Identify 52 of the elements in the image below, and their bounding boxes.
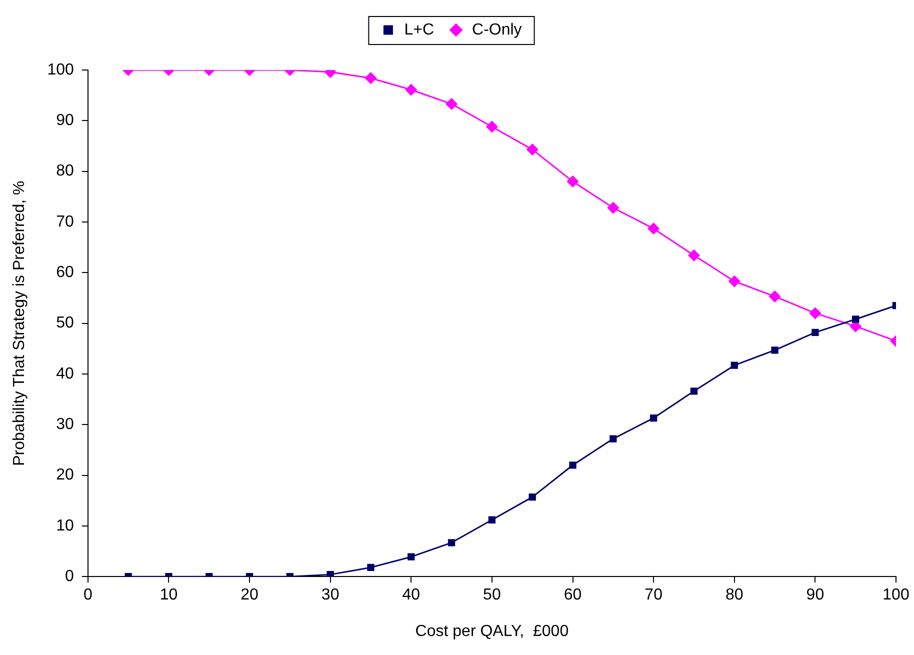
point <box>448 539 456 546</box>
point <box>364 72 376 84</box>
point <box>446 98 458 110</box>
x-tick-label: 70 <box>644 586 663 604</box>
point <box>648 222 660 234</box>
point <box>728 276 740 287</box>
point <box>690 388 698 395</box>
point <box>688 250 700 262</box>
point <box>610 435 617 442</box>
x-tick-label: 60 <box>564 586 582 604</box>
point <box>367 564 374 572</box>
point <box>769 290 781 302</box>
point <box>326 570 334 577</box>
y-tick-label: 30 <box>56 416 74 434</box>
y-axis-title: Probability That Strategy is Preferred, % <box>11 180 28 466</box>
y-tick-label: 90 <box>56 112 74 130</box>
point <box>567 176 579 188</box>
point <box>569 462 576 469</box>
point <box>852 316 860 323</box>
y-tick-label: 50 <box>56 314 74 332</box>
y-tick-label: 20 <box>56 466 74 484</box>
x-tick-label: 80 <box>725 586 744 604</box>
point <box>488 516 496 524</box>
y-tick-label: 10 <box>56 517 74 534</box>
point <box>809 307 821 319</box>
point <box>650 414 658 422</box>
y-tick-label: 70 <box>56 213 74 230</box>
x-tick-label: 10 <box>160 586 178 604</box>
legend-label: L+C <box>404 21 434 38</box>
point <box>405 84 417 96</box>
point <box>526 144 538 156</box>
point <box>486 120 498 132</box>
point <box>812 328 819 336</box>
y-tick-label: 60 <box>56 264 74 282</box>
x-tick-label: 40 <box>402 586 420 604</box>
x-tick-label: 0 <box>83 586 92 604</box>
y-tick-label: 80 <box>56 162 74 180</box>
point <box>408 553 415 560</box>
point <box>771 346 778 354</box>
point <box>730 362 738 369</box>
point <box>528 493 536 501</box>
point <box>607 202 619 214</box>
x-tick-label: 50 <box>483 586 501 604</box>
x-tick-label: 20 <box>240 586 259 604</box>
x-tick-label: 100 <box>882 586 910 604</box>
y-tick-label: 40 <box>56 365 74 382</box>
y-tick-label: 100 <box>47 61 74 78</box>
x-tick-label: 90 <box>806 586 824 604</box>
x-tick-label: 30 <box>321 586 340 604</box>
y-tick-label: 0 <box>64 568 74 586</box>
legend-label: C-Only <box>472 21 522 38</box>
x-axis-title: Cost per QALY, £000 <box>415 622 569 640</box>
